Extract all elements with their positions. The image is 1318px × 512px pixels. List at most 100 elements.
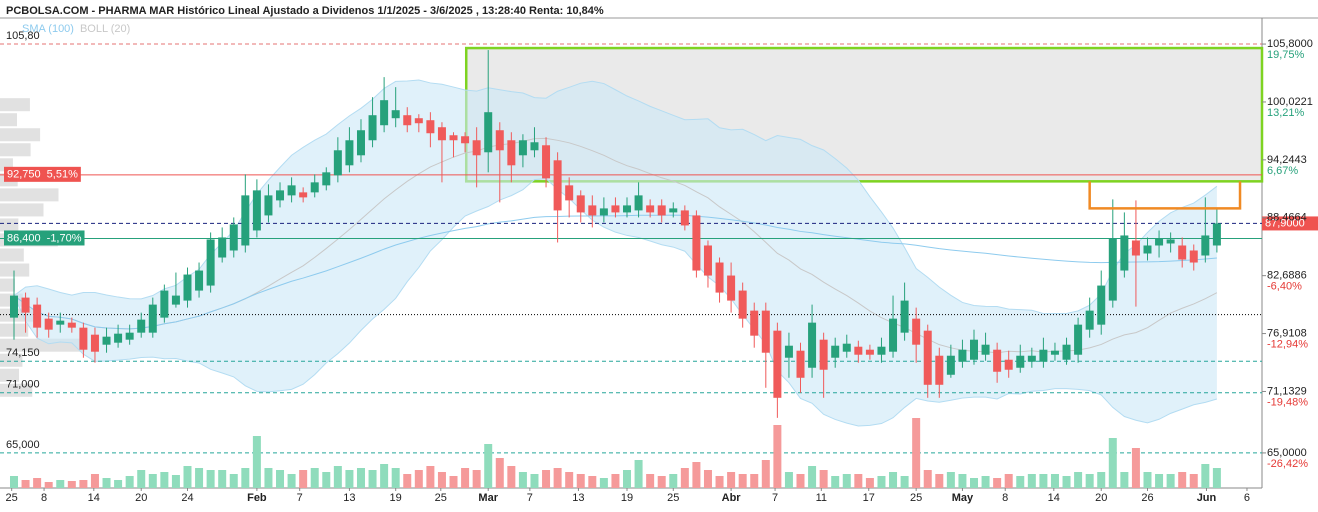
candle-body [1016,355,1025,368]
candle-body [518,140,527,156]
candle-body [634,195,643,211]
pct-tick-label: -12,94% [1267,338,1308,350]
candle-body [218,237,227,258]
level-label-box [4,166,81,182]
y-tick-label: 71,1329 [1267,385,1307,397]
candle-body [1004,359,1013,370]
volume-bar [530,474,539,488]
candle-body [935,355,944,385]
candle-body [623,205,632,213]
volume-bar [299,470,308,488]
x-tick-label: 25 [667,492,679,504]
volume-bar [507,466,516,488]
candle-body [703,245,712,276]
x-tick-label: 7 [527,492,533,504]
volume-bar [877,476,886,488]
x-tick-label: 14 [1048,492,1060,504]
volume-bar [518,472,527,488]
volume-bar [125,476,134,488]
candle-body [1027,355,1036,362]
volume-bar [576,474,585,488]
candle-body [877,346,886,355]
volume-bar [195,468,204,488]
volume-bar [67,481,76,488]
volume-bar [808,466,817,488]
candle-body [114,333,123,343]
candle-body [946,355,955,375]
candle-body [588,205,597,216]
volume-bar [588,476,597,488]
candle-body [380,100,389,126]
y-tick-label: 88,4664 [1267,212,1307,224]
volume-bar [935,474,944,488]
y-tick-label: 82,6886 [1267,270,1307,282]
volume-bar [611,474,620,488]
volume-bar [1212,468,1221,488]
volume-bar [90,474,99,488]
volume-bar [1143,472,1152,488]
candle-body [160,290,169,318]
volume-bar [553,468,562,488]
volume-bar [623,470,632,488]
volume-bar [426,466,435,488]
level-label: 86,400 [7,232,41,244]
candle-body [90,334,99,352]
volume-bar [819,470,828,488]
candle-body [553,160,562,211]
volume-bar [923,470,932,488]
x-tick-label: 17 [863,492,875,504]
volume-bar [1166,474,1175,488]
pct-tick-label: -6,40% [1267,281,1302,293]
y-tick-label: 94,2443 [1267,154,1307,166]
x-tick-label: 24 [181,492,193,504]
pct-tick-label: 13,21% [1267,107,1305,119]
candle-body [842,343,851,352]
candle-body [171,295,180,305]
volume-bar [264,468,273,488]
x-tick-label: Feb [247,492,267,504]
x-tick-label: 19 [621,492,633,504]
volume-profile-bar [0,203,44,217]
candle-body [1131,240,1140,256]
volume-bar [21,480,30,488]
pct-tick-label: 6,67% [1267,165,1298,177]
candle-body [1155,238,1164,246]
candle-body [576,195,585,213]
candle-body [414,118,423,124]
x-tick-label: 25 [910,492,922,504]
candle-body [310,182,319,193]
candle-body [183,274,192,301]
candle-body [287,185,296,196]
volume-bar [218,470,227,488]
volume-bar [1097,472,1106,488]
candle-body [542,145,551,179]
candle-body [669,208,678,213]
price-tag-box [1262,216,1318,231]
bollinger-lower [13,178,1218,427]
volume-bar [276,470,285,488]
volume-bar [646,474,655,488]
volume-bar [160,472,169,488]
candle-body [44,318,53,330]
candle-body [969,339,978,360]
volume-bar [784,472,793,488]
candle-body [299,192,308,198]
volume-bar [137,470,146,488]
candle-body [773,330,782,398]
volume-bar [1074,472,1083,488]
candle-body [808,322,817,368]
volume-bar [981,476,990,488]
level-label: 92,750 [7,169,41,181]
volume-bar [495,458,504,488]
volume-profile-bar [0,188,59,202]
candle-body [67,322,76,328]
volume-bar [565,472,574,488]
candle-body [102,336,111,345]
candle-body [1212,223,1221,246]
x-tick-label: 25 [6,492,18,504]
candle-body [1074,324,1083,355]
candle-body [148,304,157,333]
volume-bar [703,470,712,488]
candle-body [449,135,458,141]
candle-body [1062,344,1071,360]
